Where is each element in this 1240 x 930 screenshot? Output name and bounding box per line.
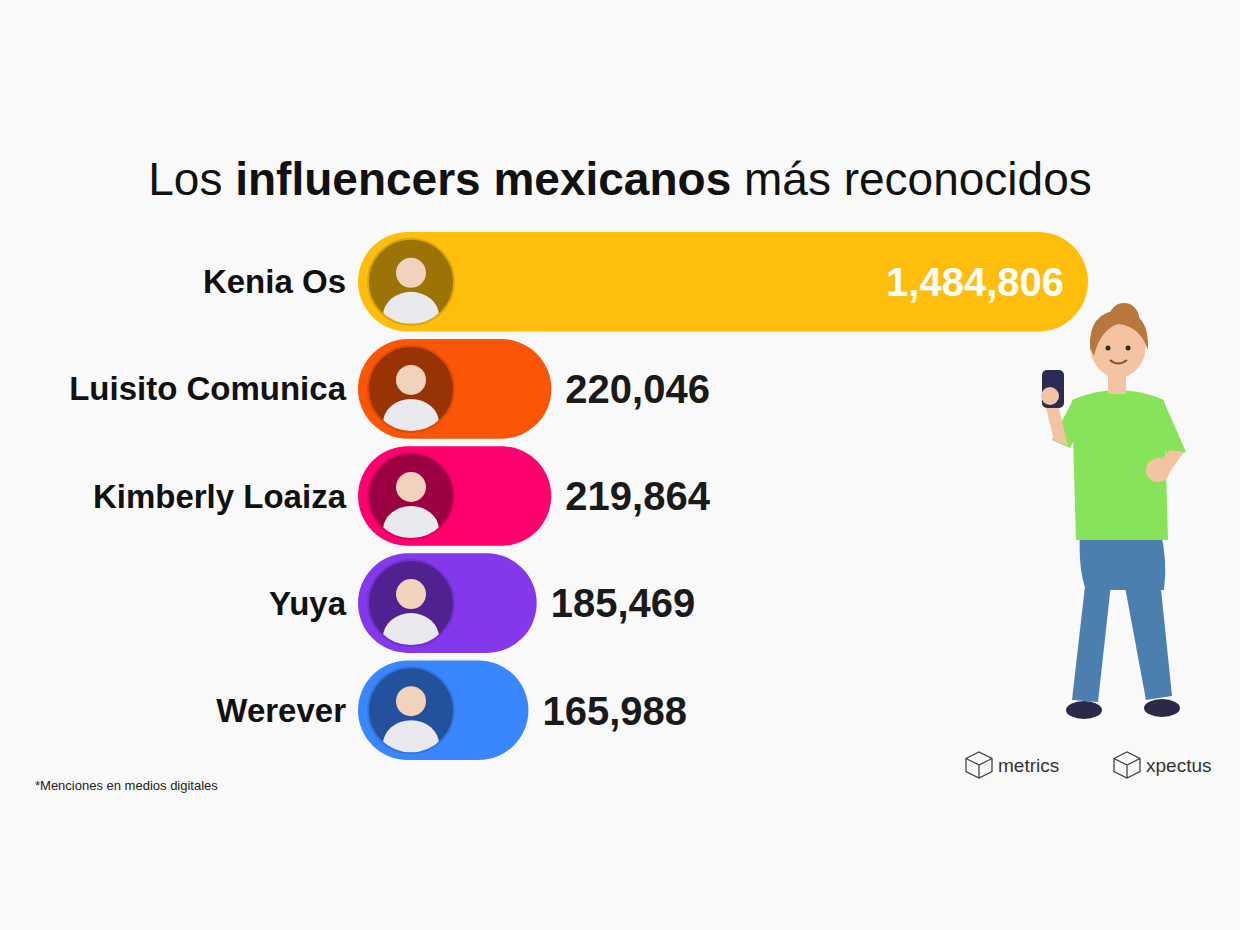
category-label: Kenia Os xyxy=(203,263,346,300)
mouth xyxy=(1110,360,1127,364)
avatar-head xyxy=(396,579,426,609)
avatar xyxy=(368,667,454,768)
footnote: *Menciones en medios digitales xyxy=(35,778,218,793)
avatar xyxy=(368,346,454,447)
category-label: Werever xyxy=(216,692,346,729)
data-label: 165,988 xyxy=(542,689,687,733)
avatar-body xyxy=(383,720,439,768)
category-label: Yuya xyxy=(269,585,347,622)
logo-icon xyxy=(966,752,992,778)
shoe xyxy=(1144,699,1180,717)
avatar-head xyxy=(396,258,426,288)
hand xyxy=(1146,458,1170,482)
title: Los influencers mexicanos más reconocido… xyxy=(148,153,1091,205)
chart-svg: Los influencers mexicanos más reconocido… xyxy=(0,0,1240,930)
avatars xyxy=(368,239,454,768)
category-label: Kimberly Loaiza xyxy=(93,478,347,515)
avatar-head xyxy=(396,686,426,716)
bar xyxy=(358,660,528,760)
data-label: 220,046 xyxy=(565,367,710,411)
avatar-ring xyxy=(368,453,454,539)
avatar-head xyxy=(396,365,426,395)
avatar-ring xyxy=(368,667,454,753)
eye xyxy=(1126,346,1131,351)
avatar-ring xyxy=(368,239,454,325)
bar xyxy=(358,446,551,546)
avatar xyxy=(368,453,454,554)
chart-container: Los influencers mexicanos más reconocido… xyxy=(0,0,1240,930)
avatar xyxy=(368,239,454,340)
bar xyxy=(358,339,551,439)
avatar xyxy=(368,560,454,661)
category-labels: Kenia Os Luisito Comunica Kimberly Loaiza Y… xyxy=(69,263,346,728)
data-label: 185,469 xyxy=(551,581,696,625)
logo-icon xyxy=(1114,752,1140,778)
avatar-head xyxy=(396,472,426,502)
avatar-body xyxy=(383,506,439,554)
illustration xyxy=(1041,303,1186,719)
logo-text: xpectus xyxy=(1146,755,1211,776)
data-labels: 1,484,806 220,046 219,864 185,469 165,988 xyxy=(542,260,1064,732)
avatar-body xyxy=(383,399,439,447)
data-label: 219,864 xyxy=(565,474,710,518)
avatar-body xyxy=(383,613,439,661)
background xyxy=(0,0,1240,930)
sleeve xyxy=(1156,402,1186,458)
avatar-body xyxy=(383,292,439,340)
hair xyxy=(1090,310,1148,356)
bar xyxy=(358,232,1088,332)
logo: metrics xyxy=(966,752,1059,778)
avatar-ring xyxy=(368,346,454,432)
bar xyxy=(358,553,537,653)
eye xyxy=(1106,346,1111,351)
logo: xpectus xyxy=(1114,752,1211,778)
bars xyxy=(358,232,1088,760)
data-label: 1,484,806 xyxy=(886,260,1064,304)
shoe xyxy=(1066,701,1102,719)
category-label: Luisito Comunica xyxy=(69,370,346,407)
avatar-ring xyxy=(368,560,454,646)
logo-text: metrics xyxy=(998,755,1059,776)
hand xyxy=(1041,387,1059,405)
phone xyxy=(1042,370,1064,408)
